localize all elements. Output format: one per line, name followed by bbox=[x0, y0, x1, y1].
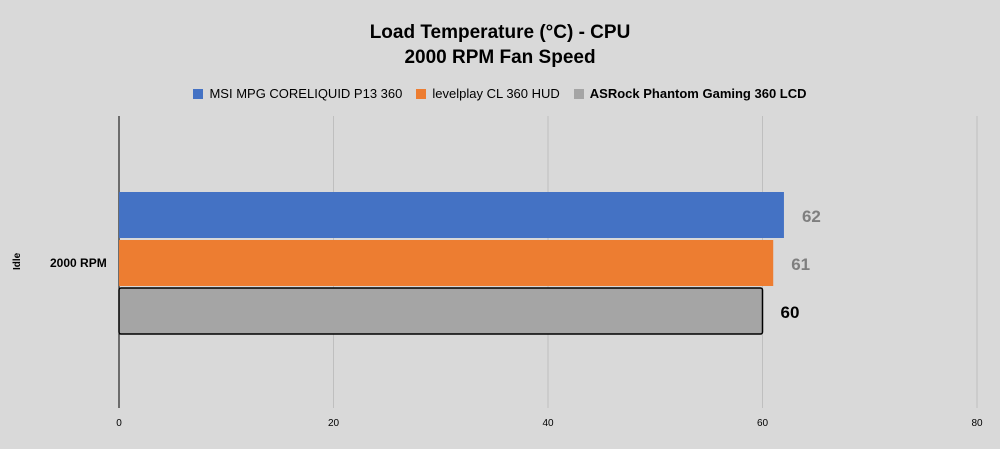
chart-title: Load Temperature (°C) - CPU bbox=[369, 22, 631, 43]
chart-subtitle: 2000 RPM Fan Speed bbox=[404, 47, 596, 68]
legend-item-msi: MSI MPG CORELIQUID P13 360 bbox=[193, 86, 402, 102]
x-tick-label-40: 40 bbox=[542, 418, 554, 429]
x-tick-label-20: 20 bbox=[328, 418, 340, 429]
legend-item-levelplay: levelplay CL 360 HUD bbox=[416, 86, 560, 102]
legend-swatch-levelplay bbox=[416, 89, 427, 99]
data-label-1: 61 bbox=[791, 255, 810, 274]
legend-swatch-asrock bbox=[573, 89, 584, 99]
data-label-0: 62 bbox=[802, 207, 821, 226]
x-tick-label-60: 60 bbox=[757, 418, 769, 429]
legend-label-levelplay: levelplay CL 360 HUD bbox=[432, 86, 560, 101]
chart-legend: MSI MPG CORELIQUID P13 360 levelplay CL … bbox=[0, 86, 1000, 102]
bar-0 bbox=[119, 192, 784, 238]
y-category-label: 2000 RPM bbox=[50, 256, 107, 270]
bar-1 bbox=[119, 240, 774, 286]
data-label-2: 60 bbox=[781, 303, 800, 322]
legend-item-asrock: ASRock Phantom Gaming 360 LCD bbox=[573, 86, 807, 102]
legend-label-asrock: ASRock Phantom Gaming 360 LCD bbox=[589, 86, 807, 101]
legend-swatch-msi bbox=[193, 89, 204, 99]
bar-2 bbox=[118, 287, 764, 335]
x-tick-label-80: 80 bbox=[971, 418, 983, 429]
x-tick-label-0: 0 bbox=[116, 418, 122, 429]
legend-label-msi: MSI MPG CORELIQUID P13 360 bbox=[209, 86, 403, 101]
